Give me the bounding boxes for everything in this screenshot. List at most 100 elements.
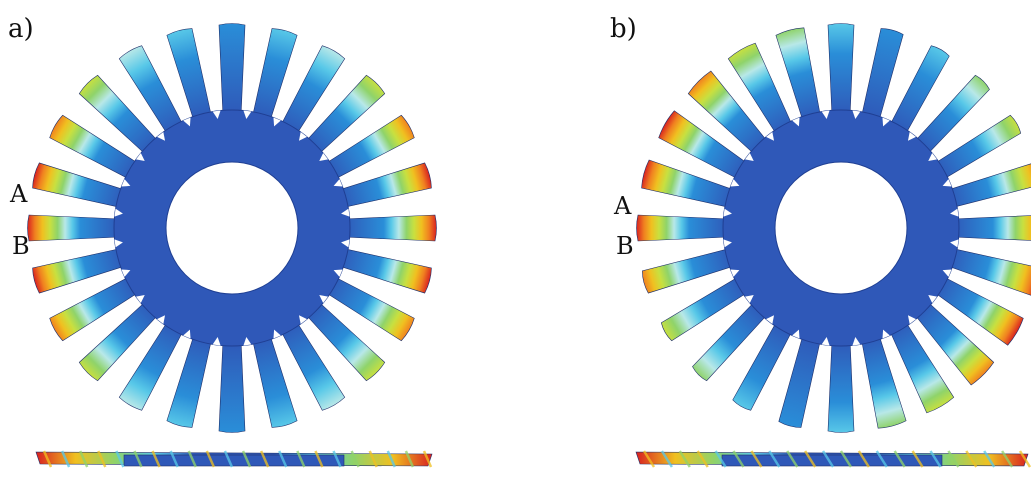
blade <box>166 28 213 123</box>
slot <box>942 269 952 277</box>
slot <box>298 315 308 325</box>
side-blade <box>169 450 179 468</box>
slot <box>156 315 166 325</box>
blade <box>324 114 415 181</box>
side-blade <box>965 450 978 468</box>
blade <box>251 333 298 428</box>
wheel <box>27 23 437 433</box>
blade <box>636 214 730 242</box>
side-blade <box>1001 450 1014 468</box>
slot <box>723 208 732 217</box>
blade <box>913 300 995 386</box>
slot <box>135 152 145 162</box>
side-blade <box>187 450 197 468</box>
side-blade <box>750 450 763 468</box>
side-blade <box>893 450 906 468</box>
panel-label: a) <box>8 14 34 44</box>
side-blade <box>696 450 709 468</box>
panel-a: a) A B <box>0 0 500 482</box>
slot <box>765 131 775 141</box>
side-blade <box>804 450 817 468</box>
blade <box>642 247 736 294</box>
blade-label-b: B <box>616 232 634 260</box>
side-blade <box>60 450 71 468</box>
slot <box>882 329 890 339</box>
slot <box>121 179 131 187</box>
blade-label-b: B <box>12 232 30 260</box>
slot <box>114 239 123 248</box>
side-blade <box>786 450 799 468</box>
blade <box>687 70 769 156</box>
blade <box>49 275 140 342</box>
side-blade <box>151 450 161 468</box>
blade <box>337 162 432 209</box>
bladed-disk-mode-shape <box>27 23 437 468</box>
slot <box>183 117 191 127</box>
side-blade <box>875 450 888 468</box>
blade <box>658 110 749 181</box>
slot <box>928 152 938 162</box>
slot <box>928 294 938 304</box>
blade <box>732 320 794 411</box>
blade <box>324 275 415 342</box>
side-blade <box>115 450 125 468</box>
side-blade <box>241 450 252 468</box>
slot <box>950 239 959 248</box>
slot <box>744 152 754 162</box>
side-blade <box>422 450 433 468</box>
slot <box>273 329 281 339</box>
blade <box>888 320 955 414</box>
blade <box>218 339 246 433</box>
disk <box>113 109 351 347</box>
slot <box>319 294 329 304</box>
side-blade <box>314 450 324 468</box>
wheel <box>636 23 1031 433</box>
blade <box>251 28 298 123</box>
blade <box>827 23 855 117</box>
blade <box>888 45 950 136</box>
slot <box>730 269 740 277</box>
side-blade <box>97 450 107 468</box>
side-view <box>635 450 1031 468</box>
slot <box>273 117 281 127</box>
side-blade <box>278 450 288 468</box>
slot <box>765 315 775 325</box>
side-blade <box>821 450 835 468</box>
blade <box>913 74 990 156</box>
blade <box>27 214 121 242</box>
side-blade <box>929 450 942 468</box>
panel-b: b) A B <box>600 0 1031 482</box>
slot <box>121 269 131 277</box>
blade <box>32 247 127 294</box>
slot <box>156 131 166 141</box>
slot <box>341 239 350 248</box>
blade-label-a: A <box>614 192 632 220</box>
blade <box>946 247 1031 297</box>
blade <box>279 45 346 136</box>
blade <box>933 275 1024 346</box>
blade <box>778 333 822 428</box>
side-blade <box>79 450 89 468</box>
blade <box>166 333 213 428</box>
blade <box>727 42 794 136</box>
side-blade <box>42 450 53 468</box>
side-blade <box>1018 450 1031 468</box>
side-blade <box>205 450 216 468</box>
slot <box>792 117 800 127</box>
bladed-disk-mode-shape <box>635 23 1031 468</box>
blade <box>218 23 246 117</box>
blade <box>337 247 432 294</box>
side-blade <box>911 450 924 468</box>
slot <box>298 131 308 141</box>
side-blade <box>350 450 360 468</box>
blade <box>343 214 437 242</box>
side-blade <box>678 450 691 468</box>
blade-label-a: A <box>10 180 28 208</box>
side-blade <box>714 450 727 468</box>
blade <box>304 300 386 382</box>
slot <box>243 337 252 346</box>
panel-label: b) <box>610 14 637 44</box>
slot <box>114 208 123 217</box>
side-blade <box>642 450 656 468</box>
disk <box>722 109 960 347</box>
